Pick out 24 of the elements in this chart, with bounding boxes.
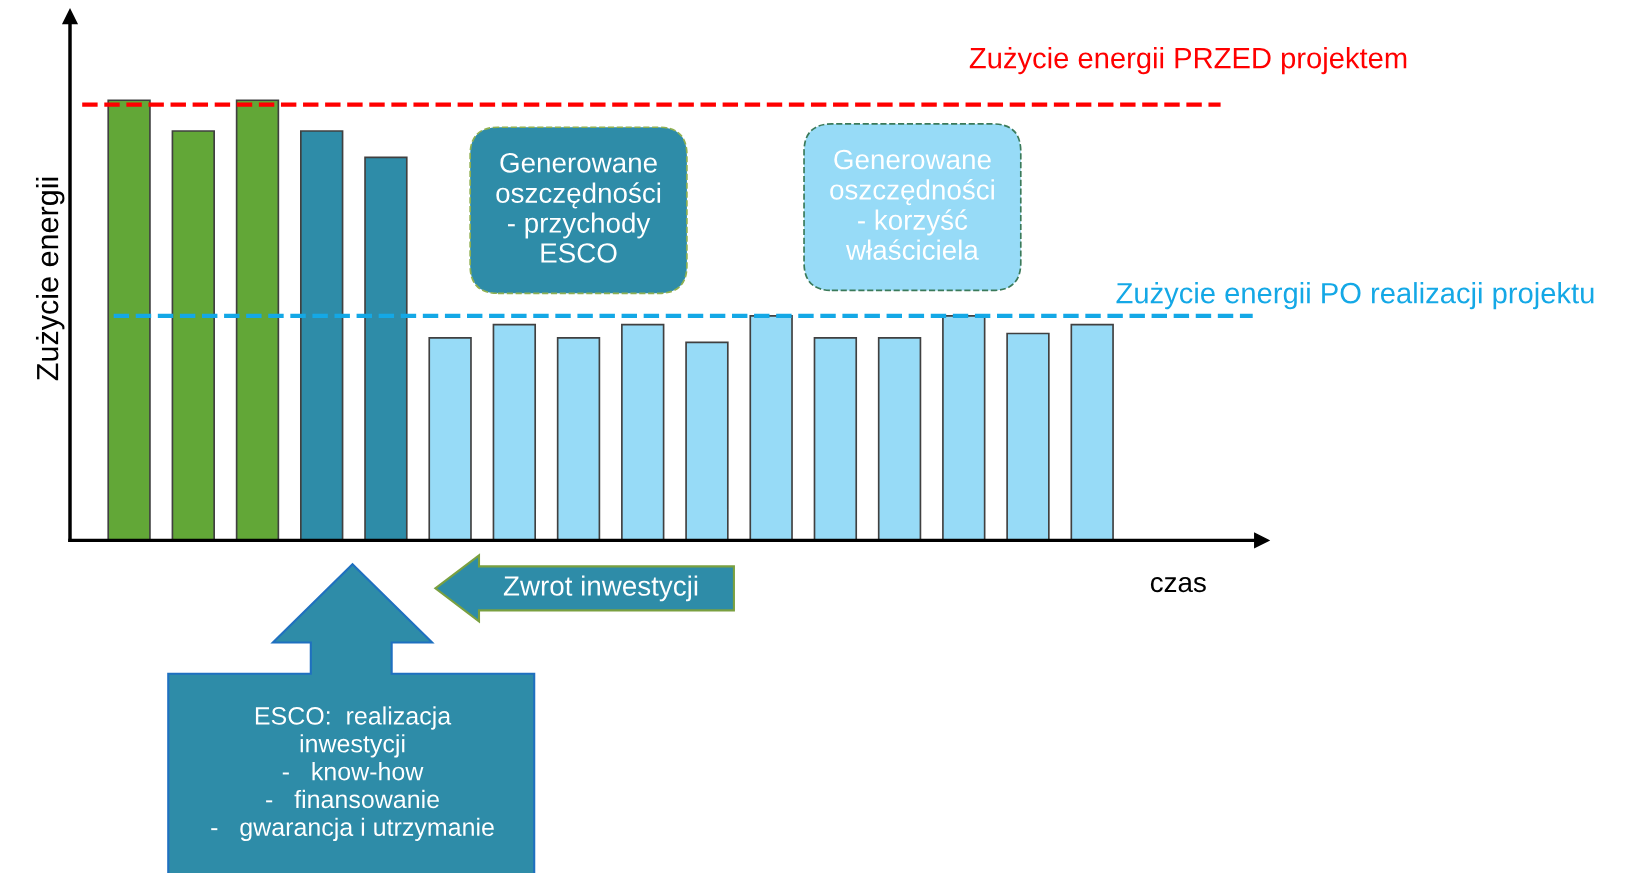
bar (299, 130, 344, 541)
bar (171, 130, 215, 541)
bar (942, 315, 986, 541)
bar (813, 337, 858, 541)
annotation: Generowane oszczędności - przychody ESCO (496, 152, 661, 263)
ref-line-label: Zużycie energii PRZED projektem (969, 47, 1407, 75)
bar (556, 337, 601, 541)
bar (749, 315, 793, 541)
bar (685, 341, 729, 541)
bar (1070, 323, 1114, 541)
annotation: Generowane oszczędności - korzyść właściciela (830, 149, 994, 260)
bar (428, 337, 472, 541)
bar (235, 99, 280, 541)
bar (492, 323, 537, 541)
x-axis-title: czas (1150, 577, 1206, 593)
ref-line-label: Zużycie energii PO realizacji projektu (1116, 282, 1594, 310)
bar (877, 337, 922, 541)
bar (107, 99, 151, 541)
y-axis-title: Zużycie energii (35, 177, 65, 381)
bar (621, 323, 665, 541)
text: Zwrot inwestycji (503, 575, 698, 602)
text: ESCO: realizacja inwestycji - know-how - finansowanie - gwarancja i utrzymanie (211, 706, 494, 841)
bar (1006, 332, 1050, 541)
bar (364, 156, 408, 541)
